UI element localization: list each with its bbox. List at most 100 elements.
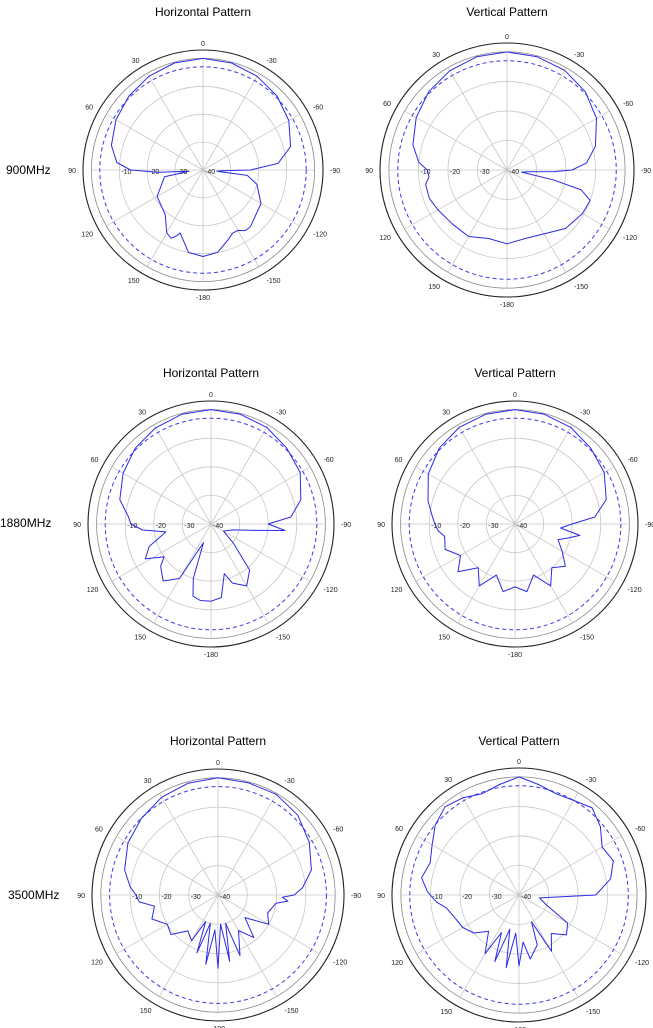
grid-spoke	[457, 523, 516, 624]
angle-tick-label: 120	[391, 587, 403, 594]
angle-tick-label: 120	[379, 235, 391, 242]
pattern-trace	[427, 409, 607, 593]
radial-tick-label: -30	[488, 523, 498, 530]
polar-chart-3: Horizontal Pattern -10 -20 -30 -40 0 -180 30 60 9…	[73, 366, 351, 659]
grid-spoke	[447, 67, 508, 171]
angle-tick-label: -30	[276, 409, 286, 416]
grid-spoke	[146, 73, 204, 171]
pattern-trace	[119, 409, 302, 602]
chart-title: Vertical Pattern	[474, 366, 555, 380]
radial-tick-label: -30	[491, 894, 501, 901]
pattern-trace	[421, 776, 614, 969]
angle-tick-label: -90	[341, 522, 351, 529]
radial-tick-label: -10	[420, 169, 430, 176]
grid-spoke	[457, 424, 516, 525]
angle-tick-label: 120	[87, 587, 99, 594]
grid-spoke	[210, 466, 311, 525]
grid-spoke	[416, 894, 520, 955]
grid-spoke	[514, 424, 573, 525]
row-label-900mhz: 900MHz	[6, 163, 51, 177]
angle-tick-label: 0	[513, 392, 517, 399]
reference-circle	[104, 417, 318, 631]
angle-tick-label: 90	[377, 893, 385, 900]
grid-spoke	[159, 793, 219, 896]
radial-tick-label: -30	[184, 523, 194, 530]
angle-tick-label: -180	[211, 1026, 225, 1028]
outer-circle	[91, 768, 345, 1022]
angle-tick-label: -150	[267, 278, 281, 285]
radial-tick-label: -10	[121, 169, 131, 176]
radial-tick-label: -40	[205, 169, 215, 176]
grid-spoke	[210, 523, 311, 582]
angle-tick-label: 0	[209, 392, 213, 399]
chart-title: Vertical Pattern	[478, 734, 559, 748]
grid-spoke	[217, 836, 320, 896]
angle-tick-label: 60	[383, 101, 391, 108]
angle-tick-label: 90	[377, 522, 385, 529]
grid-spoke	[518, 835, 622, 896]
angle-tick-label: -60	[333, 827, 343, 834]
grid-spoke	[506, 169, 567, 273]
grid-spoke	[217, 894, 277, 997]
polar-chart-2: Vertical Pattern -10 -20 -30 -40 0 -180 30 60 90 1…	[365, 5, 651, 309]
grid-spoke	[415, 466, 516, 525]
angle-tick-label: -120	[635, 960, 649, 967]
angle-tick-label: 30	[144, 778, 152, 785]
grid-spoke	[202, 73, 260, 171]
polar-chart-6: Vertical Pattern-10-20-30-400-1803060901…	[377, 734, 649, 1028]
radial-tick-label: -20	[450, 169, 460, 176]
angle-tick-label: -30	[285, 778, 295, 785]
grid-spoke	[111, 523, 212, 582]
row-label-1880mhz: 1880MHz	[0, 516, 51, 530]
grid-spoke	[106, 169, 204, 227]
outer-circle	[82, 49, 324, 291]
polar-chart-4: Vertical Pattern-10 -20 -30 -400-1803060901…	[377, 366, 653, 659]
angle-tick-label: 60	[395, 826, 403, 833]
angle-tick-label: -150	[574, 284, 588, 291]
grid-spoke	[506, 110, 610, 171]
angle-tick-label: -150	[276, 635, 290, 642]
row-label-3500mhz: 3500MHz	[8, 888, 59, 902]
grid-spoke	[202, 169, 260, 267]
radial-tick-label: -10	[127, 523, 137, 530]
angle-tick-label: -90	[645, 522, 653, 529]
frequency-label: 3500MHz	[8, 888, 59, 902]
grid-spoke	[153, 424, 212, 525]
angle-tick-label: -30	[580, 409, 590, 416]
polar-chart-5: Horizontal Pattern-10-20-30-400-18030609…	[77, 734, 361, 1028]
angle-tick-label: -60	[628, 457, 638, 464]
grid-spoke	[404, 169, 508, 230]
angle-tick-label: -180	[508, 652, 522, 659]
outer-circle	[379, 42, 635, 298]
angle-tick-label: 150	[140, 1008, 152, 1015]
angle-tick-label: -60	[324, 457, 334, 464]
reference-circle	[408, 417, 622, 631]
angle-tick-label: 150	[428, 284, 440, 291]
grid-spoke	[506, 169, 610, 230]
polar-plots: Horizontal Pattern -10 -20 -30 -40 0 -180 30 60 9…	[68, 5, 653, 1028]
radial-tick-label: -20	[462, 894, 472, 901]
grid-spoke	[514, 523, 573, 624]
grid-spoke	[416, 835, 520, 896]
grid-spoke	[210, 523, 269, 624]
chart-title: Horizontal Pattern	[155, 5, 251, 19]
grid-spoke	[146, 169, 204, 267]
angle-tick-label: -180	[204, 652, 218, 659]
angle-tick-label: 60	[91, 457, 99, 464]
grid-spoke	[415, 523, 516, 582]
grid-spoke	[518, 792, 579, 896]
angle-tick-label: -60	[623, 101, 633, 108]
angle-tick-label: -150	[285, 1008, 299, 1015]
grid-spoke	[404, 110, 508, 171]
pattern-trace	[124, 777, 312, 969]
pattern-trace	[110, 57, 292, 257]
angle-tick-label: 30	[132, 58, 140, 65]
reference-circle	[397, 60, 617, 280]
angle-tick-label: -90	[330, 168, 340, 175]
angle-tick-label: 0	[201, 41, 205, 48]
chart-title: Horizontal Pattern	[163, 366, 259, 380]
radial-tick-label: -10	[432, 894, 442, 901]
angle-tick-label: -150	[586, 1009, 600, 1016]
radial-tick-label: -20	[149, 169, 159, 176]
